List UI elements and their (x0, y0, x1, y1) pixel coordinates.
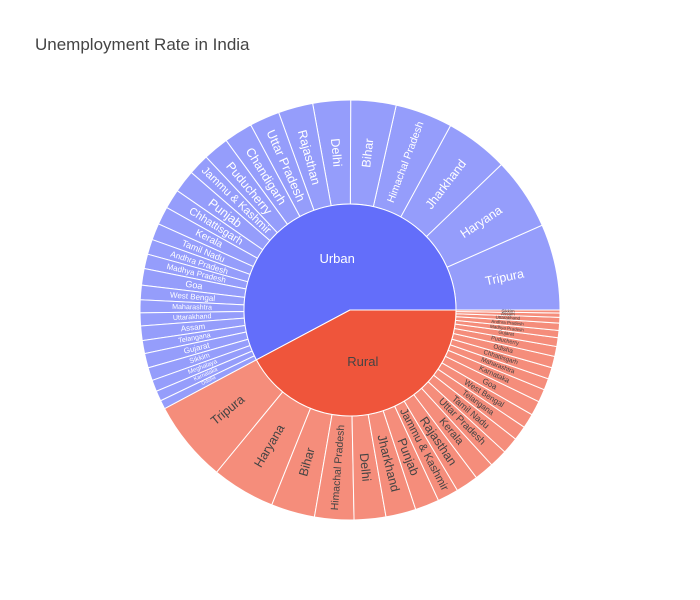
outer-label-rural-madhya-pradesh: Madhya Pradesh (490, 324, 525, 333)
inner-ring (243, 203, 457, 417)
outer-label-rural-delhi: Delhi (357, 452, 374, 482)
inner-label-urban: Urban (319, 251, 354, 266)
inner-label-rural: Rural (347, 354, 378, 369)
outer-label-urban-bihar: Bihar (359, 138, 376, 169)
outer-label-rural-andhra-pradesh: Andhra Pradesh (491, 319, 524, 327)
outer-label-urban-delhi: Delhi (328, 138, 344, 168)
outer-label-urban-uttarakhand: Uttarakhand (173, 312, 212, 322)
outer-label-urban-assam: Assam (180, 322, 206, 334)
outer-label-urban-goa: Goa (185, 279, 204, 292)
outer-label-rural-sikkim: Sikkim (501, 309, 515, 314)
outer-label-rural-uttarakhand: Uttarakhand (495, 315, 520, 321)
outer-label-urban-west-bengal: West Bengal (170, 290, 216, 303)
inner-sector-rural[interactable] (255, 309, 457, 417)
chart-title: Unemployment Rate in India (35, 35, 250, 54)
outer-label-rural-assam: Assam (501, 311, 515, 316)
inner-sector-urban[interactable] (243, 203, 457, 361)
outer-label-rural-gujarat: Gujarat (498, 330, 515, 338)
outer-label-urban-maharashtra: Maharashtra (172, 303, 212, 312)
outer-label-rural-puducherry: Puducherry (490, 336, 519, 347)
outer-label-rural-odisha: Odisha (493, 343, 515, 355)
